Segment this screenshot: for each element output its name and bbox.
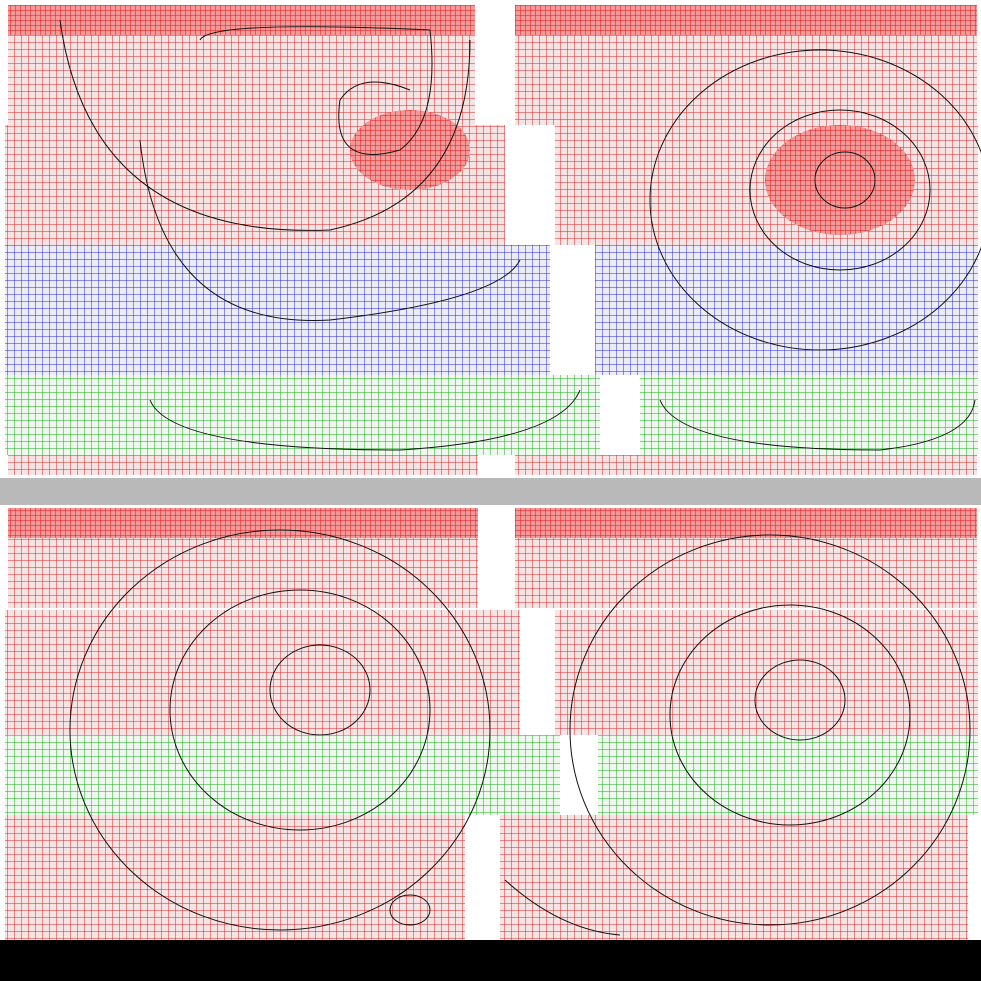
grid-band xyxy=(5,375,600,455)
bottom-band xyxy=(0,940,981,981)
page xyxy=(0,0,981,981)
grid-band-dense xyxy=(8,5,475,35)
separator-band xyxy=(0,478,981,505)
grid-band xyxy=(5,245,550,375)
figure xyxy=(0,0,981,981)
grid-band xyxy=(595,245,978,375)
grid-band-dense xyxy=(515,508,977,538)
grid-band xyxy=(598,735,978,815)
grid-band xyxy=(640,375,978,455)
panel-top-left xyxy=(5,5,600,475)
grid-band xyxy=(500,815,968,940)
grid-band xyxy=(5,735,560,815)
vortex-region xyxy=(350,110,470,190)
panel-bottom-right xyxy=(500,508,978,940)
grid-band xyxy=(5,610,520,735)
grid-band xyxy=(8,455,478,475)
grid-band xyxy=(515,455,977,475)
vortex-region xyxy=(765,125,915,235)
grid-band-dense xyxy=(515,5,977,35)
panel-bottom-left xyxy=(5,508,560,940)
grid-band xyxy=(555,610,978,735)
